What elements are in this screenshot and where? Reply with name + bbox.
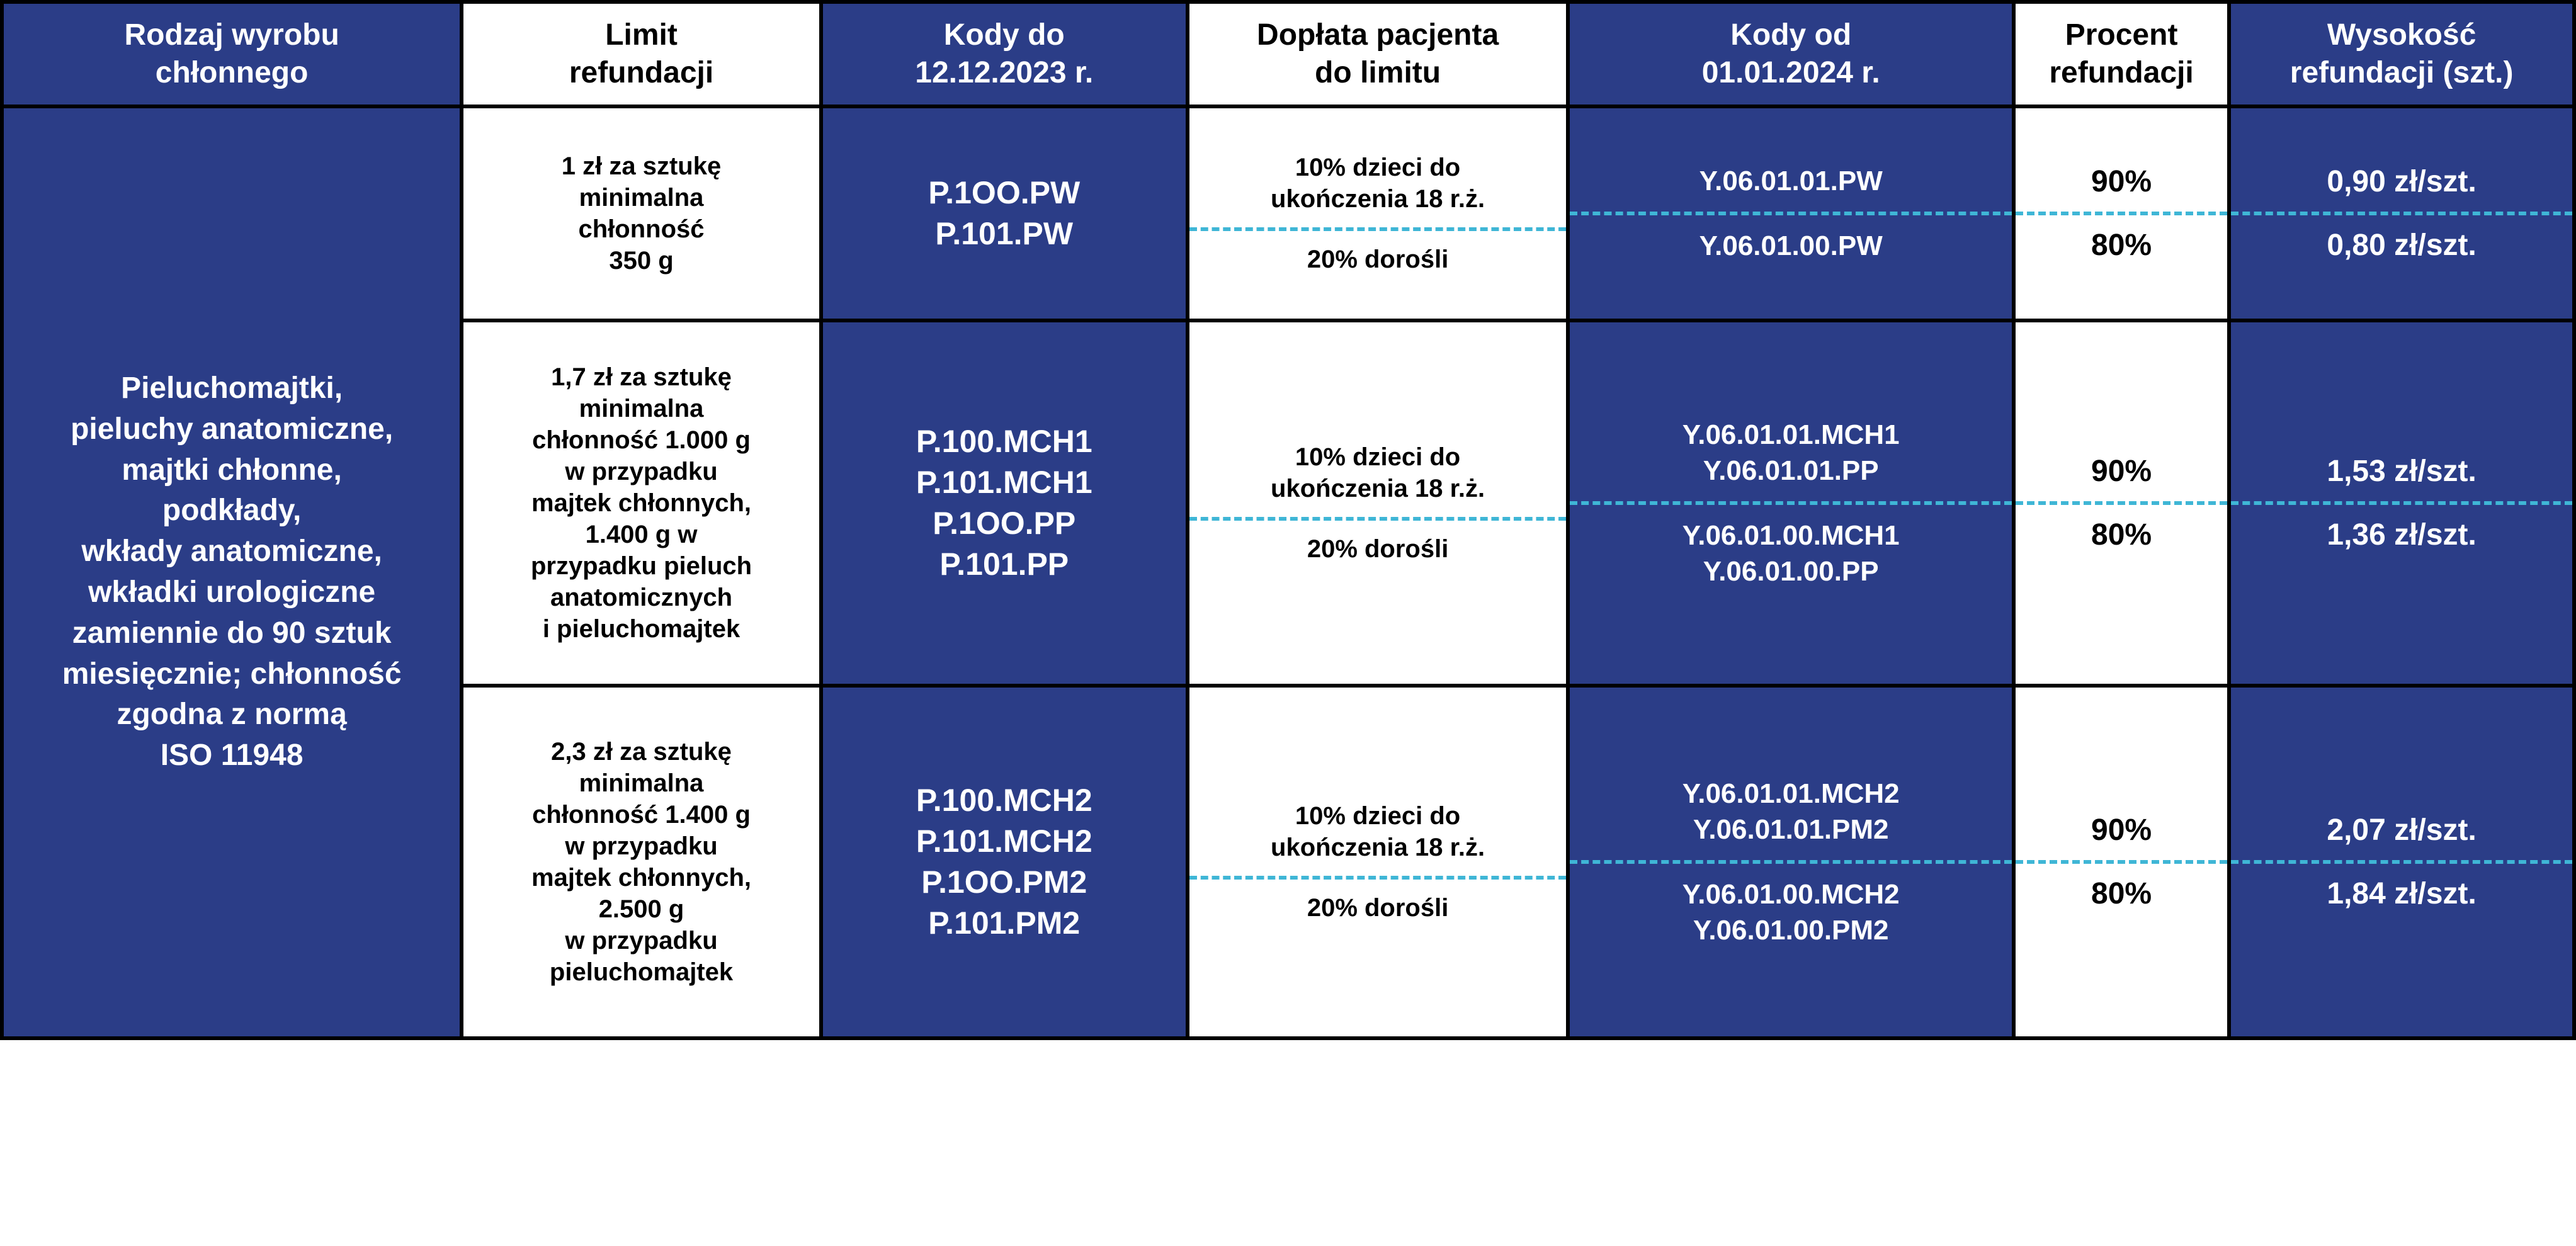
percent-children: 90% [2016, 152, 2227, 212]
codes-new-cell: Y.06.01.01.MCH1Y.06.01.01.PP Y.06.01.00.… [1568, 320, 2013, 686]
surcharge-adults: 20% dorośli [1189, 227, 1567, 288]
codes-new-cell: Y.06.01.01.MCH2Y.06.01.01.PM2 Y.06.01.00… [1568, 686, 2013, 1038]
table-row: Pieluchomajtki,pieluchy anatomiczne,majt… [2, 106, 2574, 320]
col-header-amount: Wysokośćrefundacji (szt.) [2229, 2, 2574, 106]
codes-old-cell: P.1OO.PWP.101.PW [821, 106, 1188, 320]
col-header-limit: Limitrefundacji [462, 2, 821, 106]
col-header-surcharge: Dopłata pacjentado limitu [1188, 2, 1569, 106]
col-header-codes-new: Kody od01.01.2024 r. [1568, 2, 2013, 106]
amount-adults: 0,80 zł/szt. [2231, 212, 2572, 275]
amount-cell: 0,90 zł/szt. 0,80 zł/szt. [2229, 106, 2574, 320]
surcharge-children: 10% dzieci doukończenia 18 r.ż. [1189, 139, 1567, 227]
surcharge-cell: 10% dzieci doukończenia 18 r.ż. 20% doro… [1188, 106, 1569, 320]
percent-cell: 90% 80% [2014, 686, 2229, 1038]
codes-new-adults: Y.06.01.00.PW [1570, 212, 2011, 276]
reimbursement-table: Rodzaj wyrobuchłonnego Limitrefundacji K… [0, 0, 2576, 1040]
percent-adults: 80% [2016, 501, 2227, 565]
surcharge-children: 10% dzieci doukończenia 18 r.ż. [1189, 788, 1567, 876]
amount-children: 2,07 zł/szt. [2231, 800, 2572, 860]
amount-cell: 1,53 zł/szt. 1,36 zł/szt. [2229, 320, 2574, 686]
col-header-codes-old: Kody do12.12.2023 r. [821, 2, 1188, 106]
codes-new-adults: Y.06.01.00.MCH1Y.06.01.00.PP [1570, 501, 2011, 602]
surcharge-cell: 10% dzieci doukończenia 18 r.ż. 20% doro… [1188, 686, 1569, 1038]
percent-adults: 80% [2016, 212, 2227, 275]
codes-new-children: Y.06.01.01.PW [1570, 150, 2011, 212]
surcharge-cell: 10% dzieci doukończenia 18 r.ż. 20% doro… [1188, 320, 1569, 686]
col-header-percent: Procentrefundacji [2014, 2, 2229, 106]
amount-cell: 2,07 zł/szt. 1,84 zł/szt. [2229, 686, 2574, 1038]
surcharge-adults: 20% dorośli [1189, 517, 1567, 577]
percent-cell: 90% 80% [2014, 320, 2229, 686]
codes-new-children: Y.06.01.01.MCH1Y.06.01.01.PP [1570, 404, 2011, 501]
surcharge-children: 10% dzieci doukończenia 18 r.ż. [1189, 429, 1567, 517]
percent-children: 90% [2016, 800, 2227, 860]
amount-children: 0,90 zł/szt. [2231, 152, 2572, 212]
product-cell: Pieluchomajtki,pieluchy anatomiczne,majt… [2, 106, 462, 1038]
limit-cell: 1 zł za sztukęminimalnachłonność350 g [462, 106, 821, 320]
table-header-row: Rodzaj wyrobuchłonnego Limitrefundacji K… [2, 2, 2574, 106]
percent-cell: 90% 80% [2014, 106, 2229, 320]
col-header-product: Rodzaj wyrobuchłonnego [2, 2, 462, 106]
codes-new-children: Y.06.01.01.MCH2Y.06.01.01.PM2 [1570, 763, 2011, 860]
percent-children: 90% [2016, 441, 2227, 501]
amount-children: 1,53 zł/szt. [2231, 441, 2572, 501]
codes-old-cell: P.100.MCH2P.101.MCH2P.1OO.PM2P.101.PM2 [821, 686, 1188, 1038]
limit-cell: 2,3 zł za sztukęminimalnachłonność 1.400… [462, 686, 821, 1038]
codes-new-adults: Y.06.01.00.MCH2Y.06.01.00.PM2 [1570, 860, 2011, 961]
amount-adults: 1,36 zł/szt. [2231, 501, 2572, 565]
amount-adults: 1,84 zł/szt. [2231, 860, 2572, 924]
codes-old-cell: P.100.MCH1P.101.MCH1P.1OO.PPP.101.PP [821, 320, 1188, 686]
codes-new-cell: Y.06.01.01.PW Y.06.01.00.PW [1568, 106, 2013, 320]
limit-cell: 1,7 zł za sztukęminimalnachłonność 1.000… [462, 320, 821, 686]
surcharge-adults: 20% dorośli [1189, 876, 1567, 936]
percent-adults: 80% [2016, 860, 2227, 924]
